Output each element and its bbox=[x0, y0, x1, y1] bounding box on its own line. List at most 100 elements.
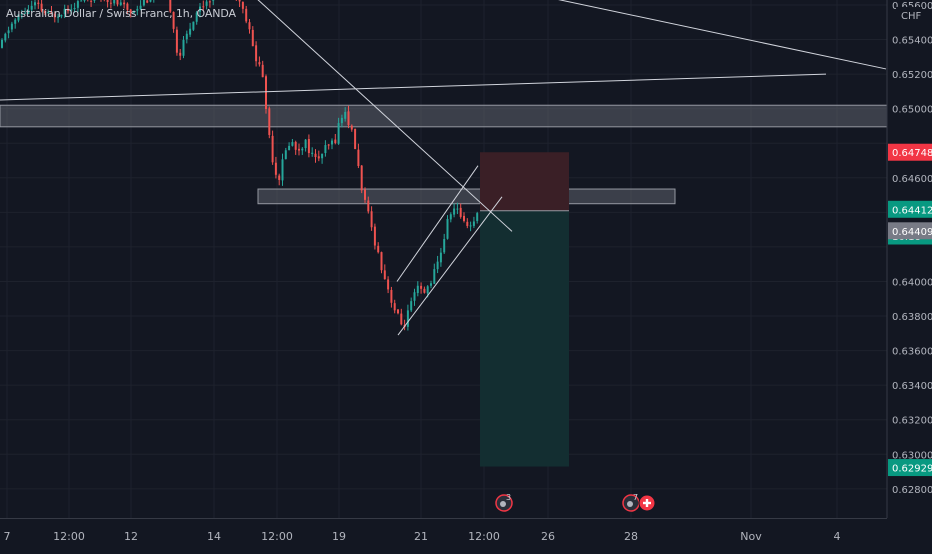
candle-body bbox=[360, 165, 363, 191]
candle-body bbox=[383, 270, 386, 280]
candle-body bbox=[476, 213, 479, 221]
candle-body bbox=[34, 2, 36, 6]
candle-body bbox=[439, 252, 442, 263]
candle-body bbox=[202, 6, 205, 8]
candle-body bbox=[294, 141, 297, 150]
event-count: 7 bbox=[633, 493, 638, 502]
candle-body bbox=[57, 16, 60, 18]
candle-body bbox=[406, 310, 409, 327]
candle-body bbox=[364, 189, 366, 200]
candle-body bbox=[377, 245, 380, 253]
candle-body bbox=[291, 142, 294, 146]
price-axis[interactable]: 0.65400 0.65200 0.65000 0.64600 0.64000 0.638… bbox=[888, 1, 932, 496]
candle-body bbox=[413, 292, 416, 301]
currency-label: CHF bbox=[901, 11, 922, 22]
candle-body bbox=[278, 175, 281, 180]
candle-body bbox=[307, 139, 310, 154]
candle-body bbox=[357, 149, 360, 166]
candle-body bbox=[274, 162, 277, 175]
time-tick-label: 4 bbox=[834, 530, 841, 543]
candle-body bbox=[265, 76, 267, 110]
stop-price-badge bbox=[888, 143, 932, 161]
price-tick-label: 0.63400 bbox=[892, 381, 932, 392]
candle-body bbox=[416, 285, 419, 293]
short-position-tool[interactable] bbox=[480, 152, 569, 467]
candle-body bbox=[208, 1, 211, 3]
price-tick-label: 0.65000 bbox=[892, 105, 932, 116]
target-price-badge-text: 0.62929 bbox=[892, 464, 932, 475]
candle-body bbox=[195, 12, 198, 22]
candle-body bbox=[70, 9, 73, 11]
time-tick-label: 12:00 bbox=[468, 530, 500, 543]
trend-lines[interactable] bbox=[0, 0, 887, 336]
resistance-zone-lower[interactable] bbox=[257, 188, 676, 205]
candle-body bbox=[192, 21, 195, 30]
candle-body bbox=[327, 144, 330, 146]
candle-body bbox=[199, 6, 201, 12]
candles bbox=[1, 0, 479, 331]
time-tick-label: 14 bbox=[207, 530, 221, 543]
position-stop-zone[interactable] bbox=[480, 152, 569, 211]
candle-body bbox=[123, 2, 126, 5]
time-axis[interactable]: 7 12:00 12 14 12:00 19 21 12:00 26 28 Nov 4 bbox=[4, 530, 841, 543]
position-target-zone[interactable] bbox=[480, 210, 569, 467]
candle-body bbox=[53, 13, 56, 18]
candle-body bbox=[314, 153, 317, 158]
candle-body bbox=[126, 3, 129, 10]
candle-body bbox=[1, 39, 3, 48]
time-axis-background bbox=[0, 518, 932, 550]
candle-body bbox=[109, 2, 112, 4]
candle-body bbox=[172, 11, 175, 29]
candle-body bbox=[182, 39, 185, 56]
candle-body bbox=[179, 52, 182, 56]
candle-body bbox=[423, 288, 426, 293]
candle-body bbox=[367, 200, 370, 212]
candle-body bbox=[93, 0, 96, 1]
candle-body bbox=[288, 145, 291, 151]
descending-trendline[interactable] bbox=[240, 0, 513, 232]
candle-body bbox=[453, 208, 456, 215]
time-tick-label: 12:00 bbox=[261, 530, 293, 543]
candle-body bbox=[63, 8, 66, 14]
price-tick-label: 0.64600 bbox=[892, 174, 932, 185]
candle-body bbox=[380, 252, 383, 271]
time-tick-label: Nov bbox=[740, 530, 762, 543]
earnings-plus-icon[interactable] bbox=[638, 494, 656, 512]
candle-body bbox=[459, 207, 462, 217]
time-tick-label: 28 bbox=[624, 530, 638, 543]
price-tick-label: 0.64000 bbox=[892, 277, 932, 288]
candle-body bbox=[113, 0, 116, 4]
candle-body bbox=[370, 211, 373, 228]
target-price-badge bbox=[888, 459, 932, 477]
candle-body bbox=[20, 13, 23, 15]
candle-body bbox=[446, 218, 449, 239]
candle-body bbox=[317, 156, 320, 159]
calendar-event-icon[interactable]: 3 bbox=[495, 493, 513, 512]
price-tick-label: 0.65400 bbox=[892, 36, 932, 47]
candle-body bbox=[142, 0, 145, 6]
candle-body bbox=[258, 62, 261, 65]
event-glyph bbox=[627, 501, 633, 507]
candle-body bbox=[311, 152, 314, 154]
resistance-zone-upper[interactable] bbox=[0, 104, 888, 128]
calendar-event-icon[interactable]: 7 bbox=[622, 493, 640, 512]
time-tick-label: 19 bbox=[332, 530, 346, 543]
candle-body bbox=[324, 145, 327, 154]
candle-body bbox=[60, 14, 63, 17]
channel-lower-line[interactable] bbox=[397, 196, 503, 336]
candle-body bbox=[80, 0, 83, 2]
candle-body bbox=[340, 117, 343, 124]
candle-body bbox=[37, 2, 40, 4]
candle-body bbox=[248, 22, 251, 30]
channel-upper-line[interactable] bbox=[396, 165, 479, 282]
candle-body bbox=[397, 309, 399, 314]
upper-descending-line[interactable] bbox=[478, 0, 887, 70]
candle-body bbox=[350, 125, 353, 130]
candle-body bbox=[106, 0, 109, 3]
candle-body bbox=[281, 159, 284, 181]
horizontal-trendline[interactable] bbox=[0, 73, 827, 101]
candle-body bbox=[426, 286, 429, 294]
